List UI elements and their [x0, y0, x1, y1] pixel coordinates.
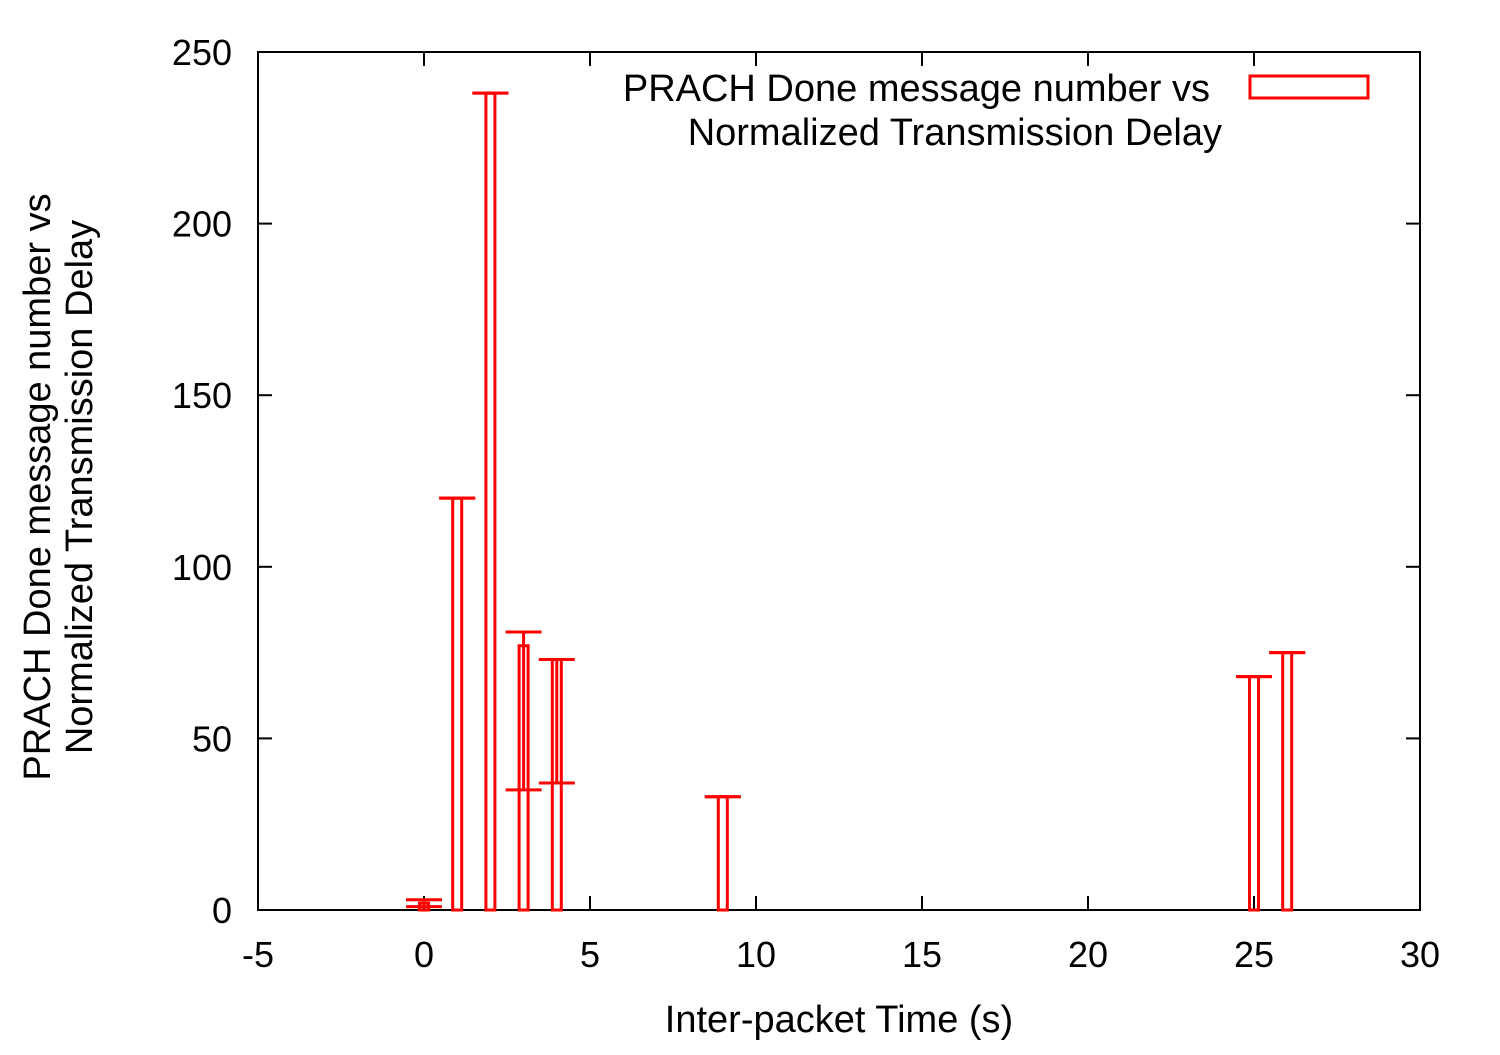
- bar: [484, 91, 497, 912]
- x-tick-label: 20: [1068, 934, 1108, 975]
- bar: [1248, 675, 1260, 912]
- x-tick-label: 0: [414, 934, 434, 975]
- y-tick-label: 50: [192, 718, 232, 759]
- x-tick-label: 10: [736, 934, 776, 975]
- x-tick-label: -5: [242, 934, 274, 975]
- x-tick-label: 15: [902, 934, 942, 975]
- plot-frame: [257, 51, 1421, 911]
- x-tick-labels: -5 0 5 10 15 20 25 30: [242, 934, 1440, 975]
- y-tick-label: 150: [172, 375, 232, 416]
- legend-label-line-2: Normalized Transmission Delay: [688, 112, 1222, 154]
- y-axis-title-line-1: PRACH Done message number vs: [17, 193, 59, 780]
- bar: [451, 496, 464, 912]
- y-tick-label: 250: [172, 32, 232, 73]
- y-tick-labels: 0 50 100 150 200 250: [172, 32, 232, 931]
- x-tick-label: 30: [1400, 934, 1440, 975]
- bars: [418, 91, 1294, 912]
- y-tick-label: 200: [172, 204, 232, 245]
- y-tick-label: 0: [212, 890, 232, 931]
- legend: PRACH Done message number vs Normalized …: [623, 68, 1370, 154]
- y-axis-title: PRACH Done message number vs Normalized …: [17, 193, 101, 780]
- bar: [716, 795, 729, 912]
- error-bars: [406, 91, 1306, 909]
- tick-marks: [257, 51, 1421, 911]
- legend-swatch: [1248, 74, 1370, 100]
- bar: [1281, 651, 1294, 912]
- x-tick-label: 5: [580, 934, 600, 975]
- legend-label-line-1: PRACH Done message number vs: [623, 68, 1210, 110]
- y-tick-label: 100: [172, 547, 232, 588]
- y-axis-title-line-2: Normalized Transmission Delay: [59, 220, 101, 754]
- x-tick-label: 25: [1234, 934, 1274, 975]
- x-axis-title: Inter-packet Time (s): [665, 999, 1013, 1041]
